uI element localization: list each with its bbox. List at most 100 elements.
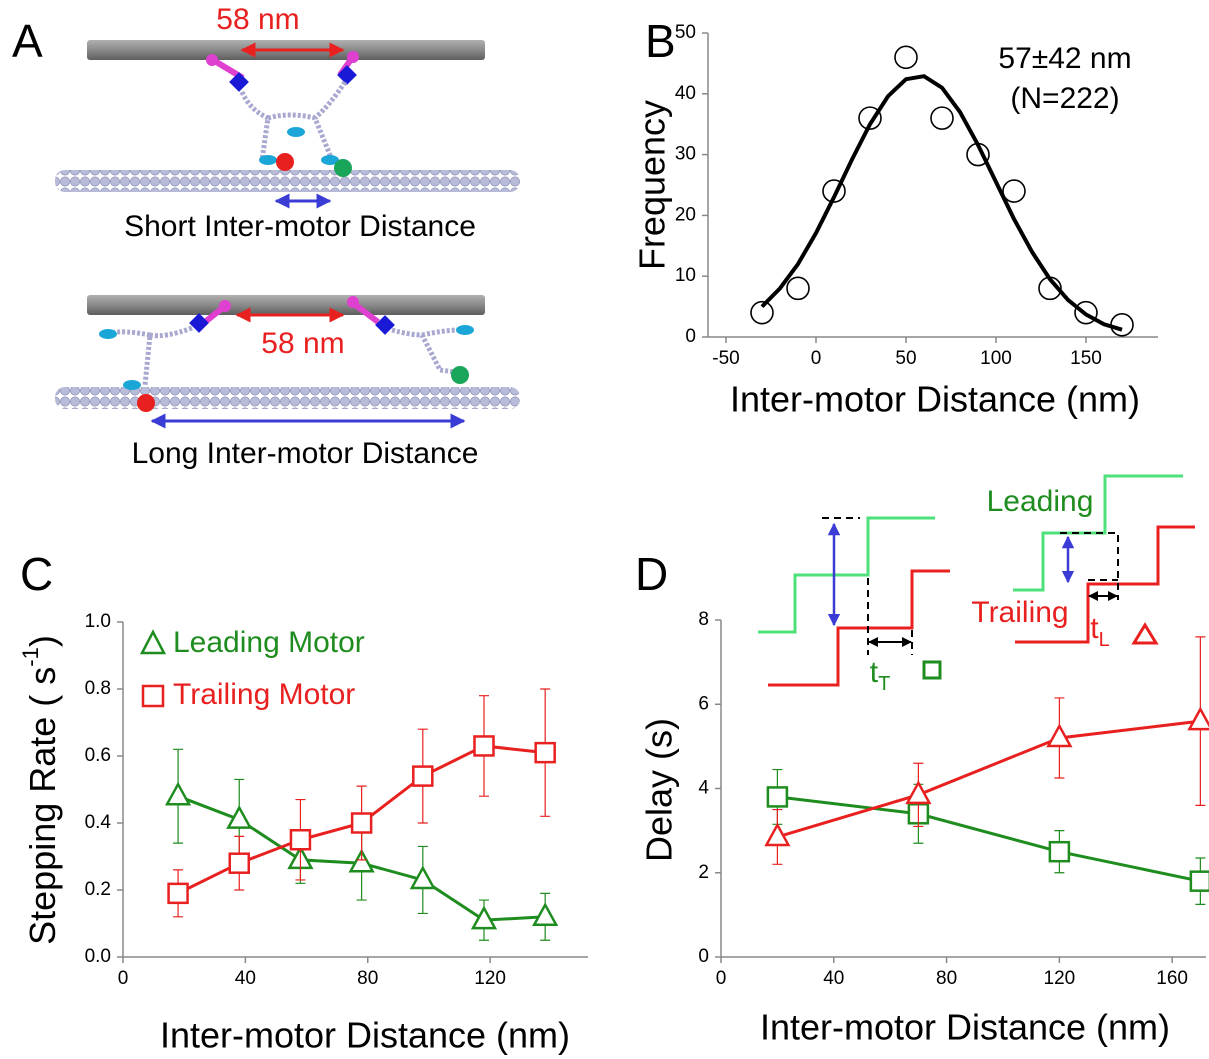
y-tick-label: 0 [685, 326, 696, 347]
motor [229, 72, 249, 92]
track [55, 170, 520, 192]
y-tick-label: 2 [698, 862, 709, 883]
y-axis-label-part: Stepping Rate ( s [22, 667, 63, 945]
point [348, 848, 375, 873]
x-tick-label: 160 [1156, 968, 1188, 989]
dot [137, 394, 155, 412]
panel-label: A [12, 15, 43, 67]
x-tick-label: 0 [118, 968, 129, 989]
distance-label: 58 nm [216, 3, 299, 36]
point [750, 300, 774, 325]
track [55, 387, 520, 409]
point [412, 765, 434, 787]
x-tick-label: -50 [712, 348, 739, 369]
y-tick-label: 10 [675, 265, 696, 286]
lever [211, 56, 355, 81]
head [347, 51, 359, 63]
dot [276, 153, 294, 171]
y-axis-label: Stepping Rate ( s-1) [18, 635, 62, 945]
y-tick-label: 6 [698, 693, 709, 714]
y-tick-label: 0.2 [85, 879, 111, 900]
filament [87, 295, 485, 315]
annotation-part: t [1090, 612, 1099, 645]
foot [259, 155, 277, 165]
point [1046, 723, 1073, 748]
y-axis-label-part: -1 [18, 647, 43, 667]
annotation: 57±42 nm [998, 42, 1131, 75]
x-tick-label: 50 [895, 348, 916, 369]
annotation-part: L [1099, 629, 1110, 651]
icon [922, 660, 942, 680]
point [822, 179, 846, 203]
diagram: A 58 nm Short Inter-motor Distance 58 nm… [12, 3, 520, 470]
point [226, 805, 253, 829]
y-tick-label: 40 [675, 83, 696, 104]
y-tick-label: 0.0 [85, 946, 111, 967]
line [776, 719, 1201, 839]
panel-label: D [635, 548, 668, 600]
point [473, 735, 495, 757]
y-tick-label: 50 [675, 22, 696, 43]
x-tick-label: 0 [811, 348, 822, 369]
annotation: tL [1090, 612, 1109, 651]
point [905, 780, 932, 805]
x-axis-label: Inter-motor Distance (nm) [160, 1015, 570, 1056]
foot [456, 325, 474, 335]
dot [451, 366, 469, 384]
point [164, 781, 192, 806]
annotation: Leading [987, 485, 1094, 518]
point [409, 865, 436, 890]
annotation-part: t [870, 656, 879, 689]
x-tick-label: 120 [474, 968, 506, 989]
legend-label: Trailing Motor [173, 678, 355, 711]
point [470, 905, 498, 930]
y-tick-label: 0 [698, 946, 709, 967]
motor [189, 313, 209, 333]
point [764, 822, 791, 847]
y-tick-label: 30 [675, 144, 696, 165]
caption: Short Inter-motor Distance [124, 210, 476, 243]
point [167, 882, 189, 905]
y-tick-label: 0.6 [85, 745, 111, 766]
point [532, 902, 559, 927]
panel-label: B [645, 15, 676, 67]
trace [1015, 525, 1195, 644]
x-tick-label: 120 [1044, 968, 1076, 989]
point [766, 786, 789, 808]
x-tick-label: 0 [716, 968, 727, 989]
chain [109, 325, 461, 386]
annotation: (N=222) [1010, 82, 1119, 115]
point [1074, 300, 1098, 325]
legend-marker [141, 684, 165, 708]
point [534, 741, 556, 764]
trace [758, 516, 935, 634]
point [350, 812, 373, 834]
guide [1060, 532, 1119, 600]
trace [768, 569, 950, 687]
y-axis-label-part: ) [22, 635, 63, 647]
y-tick-label: 20 [675, 204, 696, 225]
foot [123, 380, 141, 390]
annotation-part: T [878, 673, 890, 695]
dot [334, 159, 352, 177]
head [206, 54, 218, 66]
x-axis-label: Inter-motor Distance (nm) [760, 1007, 1170, 1048]
y-axis-label: Delay (s) [639, 718, 680, 862]
y-tick-label: 8 [698, 609, 709, 630]
point [930, 106, 954, 130]
x-tick-label: 100 [980, 348, 1012, 369]
inset [758, 474, 1195, 687]
foot [287, 127, 305, 137]
motor [375, 315, 395, 335]
annotation: tT [870, 656, 891, 695]
distance-label: 58 nm [261, 327, 344, 360]
y-axis-label: Frequency [632, 100, 673, 270]
legend-marker [139, 629, 167, 655]
foot [321, 155, 339, 165]
point [1187, 706, 1209, 731]
y-tick-label: 0.4 [85, 812, 112, 833]
icon [1131, 622, 1159, 645]
y-tick-label: 0.8 [85, 678, 111, 699]
x-axis-label: Inter-motor Distance (nm) [730, 379, 1140, 420]
